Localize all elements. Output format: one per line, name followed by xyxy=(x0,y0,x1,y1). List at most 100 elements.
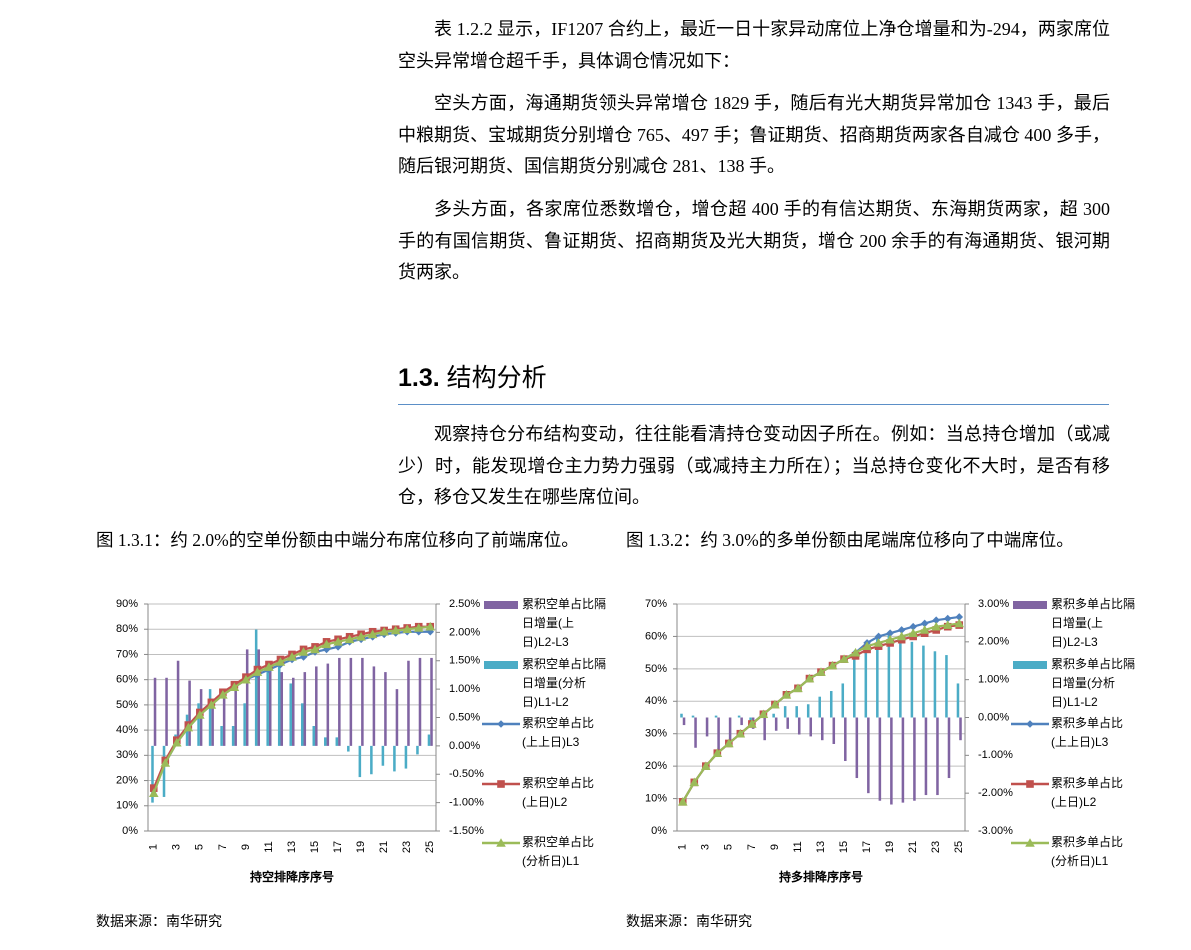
bar xyxy=(349,657,353,746)
bar xyxy=(151,745,154,803)
legend-swatch xyxy=(1013,601,1047,609)
marker xyxy=(344,634,355,644)
bar xyxy=(913,717,916,801)
marker xyxy=(932,616,940,625)
legend-bar xyxy=(484,660,518,669)
x-tick-label: 3 xyxy=(700,844,712,850)
legend-label: 累积多单占比(上日)L2 xyxy=(1051,775,1124,809)
y2-tick-label: -1.50% xyxy=(449,825,484,837)
x-tick-label: 7 xyxy=(217,844,229,850)
marker xyxy=(758,709,769,719)
marker xyxy=(919,625,930,634)
bar xyxy=(312,726,316,746)
legend-swatch xyxy=(1013,660,1047,669)
bar xyxy=(933,651,937,718)
bar xyxy=(324,737,327,746)
y-tick-label: 70% xyxy=(645,598,667,610)
bar xyxy=(370,745,373,775)
bar xyxy=(797,717,801,735)
bar xyxy=(384,672,387,746)
marker xyxy=(770,699,780,709)
marker xyxy=(496,838,506,847)
legend-entry: 累积多单占比(上日)L2 xyxy=(1009,774,1139,812)
marker xyxy=(367,629,378,639)
y-tick-label: 20% xyxy=(645,760,667,772)
x-tick-label: 23 xyxy=(930,841,942,853)
y-tick-label: 40% xyxy=(645,695,667,707)
figure-source: 数据来源：南华研究 xyxy=(626,913,752,929)
marker xyxy=(160,758,171,767)
y-tick-label: 50% xyxy=(645,663,667,675)
y2-tick-label: -1.00% xyxy=(449,797,484,809)
marker xyxy=(321,639,332,649)
legend-label: 累积多单占比隔日增量(分析日)L1-L2 xyxy=(1051,656,1136,709)
bar xyxy=(404,745,408,769)
bar xyxy=(910,641,914,718)
marker xyxy=(229,682,240,692)
marker xyxy=(252,667,263,676)
marker xyxy=(850,647,861,657)
bar xyxy=(844,717,847,762)
bar xyxy=(257,649,260,746)
bar xyxy=(832,717,836,744)
bar xyxy=(714,715,718,718)
legend-entry: 累积空单占比(上日)L2 xyxy=(480,774,610,812)
bar xyxy=(956,683,960,718)
bar xyxy=(691,715,695,718)
y-tick-label: 0% xyxy=(122,825,138,837)
legend-entry: 累积多单占比(上上日)L3 xyxy=(1009,714,1139,752)
marker xyxy=(425,621,436,631)
figure-source: 数据来源：南华研究 xyxy=(96,913,222,929)
bar xyxy=(326,663,330,746)
bar xyxy=(234,686,237,746)
marker xyxy=(954,618,965,628)
marker xyxy=(413,623,424,632)
marker xyxy=(885,634,895,644)
bar xyxy=(728,717,732,741)
marker xyxy=(689,777,700,787)
bar xyxy=(292,677,295,746)
marker xyxy=(804,673,815,683)
y-tick-label: 60% xyxy=(116,674,138,686)
bar xyxy=(818,696,821,718)
y2-tick-label: 1.50% xyxy=(449,655,480,667)
bar xyxy=(922,645,925,718)
bar xyxy=(959,717,962,741)
marker xyxy=(299,653,308,661)
bar xyxy=(829,691,833,718)
marker xyxy=(172,737,182,747)
marker xyxy=(942,620,953,629)
y-tick-label: 30% xyxy=(645,728,667,740)
marker xyxy=(735,728,746,738)
marker xyxy=(781,690,792,699)
marker xyxy=(712,748,723,757)
x-tick-label: 25 xyxy=(953,841,965,853)
bar xyxy=(947,717,951,779)
bar xyxy=(901,717,905,803)
bar xyxy=(772,713,775,718)
marker xyxy=(793,683,803,693)
x-tick-label: 13 xyxy=(815,841,827,853)
y2-tick-label: 1.00% xyxy=(978,674,1009,686)
marker xyxy=(149,784,158,792)
x-axis-title: 持空排降序序号 xyxy=(250,869,334,884)
y-tick-label: 40% xyxy=(116,724,138,736)
figure-caption: 图 1.3.1：约 2.0%的空单份额由中端分布席位移向了前端席位。 xyxy=(96,530,579,550)
paragraph: 空头方面，海通期货领头异常增仓 1829 手，随后有光大期货异常加仓 1343 … xyxy=(398,93,1110,176)
marker xyxy=(1026,779,1034,788)
marker xyxy=(955,613,964,621)
y-tick-label: 50% xyxy=(116,699,138,711)
x-tick-label: 1 xyxy=(148,844,160,850)
bar xyxy=(705,717,709,737)
legend-entry: 累积多单占比(分析日)L1 xyxy=(1009,833,1139,871)
y-tick-label: 80% xyxy=(116,623,138,635)
y2-tick-label: 1.00% xyxy=(449,683,480,695)
legend-entry: 累积多单占比隔日增量(分析日)L1-L2 xyxy=(1009,655,1139,712)
bar xyxy=(165,677,168,746)
marker xyxy=(931,621,941,631)
x-tick-label: 15 xyxy=(838,841,850,853)
bar xyxy=(245,649,249,746)
legend-swatch xyxy=(1011,779,1049,788)
marker xyxy=(218,690,228,699)
